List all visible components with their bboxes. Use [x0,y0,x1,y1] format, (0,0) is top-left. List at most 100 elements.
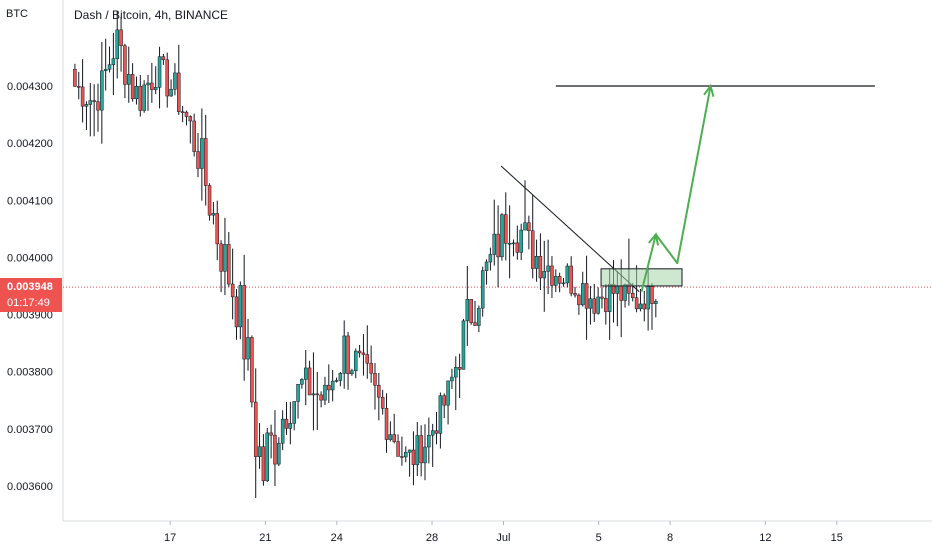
candle-up [438,395,443,434]
candle-up [107,64,112,70]
candle-down [184,111,189,117]
candle-up [142,84,146,111]
candle-up [300,379,304,385]
candle-down [411,449,416,466]
candle-up [511,242,516,245]
candle-up [173,72,177,90]
candle-up [638,303,643,310]
candle-up [623,284,627,301]
candle-up [277,442,281,465]
candle-up [454,367,458,378]
candle-down [196,151,200,169]
candle-up [446,380,450,406]
candle-down [573,293,577,296]
candle-up [654,301,658,304]
candle-up [561,282,566,285]
candle-down [473,322,477,326]
candle-up [523,222,527,231]
candle-down [207,185,212,216]
candle-down [357,350,362,354]
candle-up [103,69,108,72]
candle-down [130,74,135,100]
candle-down [96,101,100,111]
candle-down [634,297,639,310]
candle-up [100,70,104,111]
candle-up [507,242,512,245]
candle-down [630,292,635,298]
symbol-title[interactable]: Dash / Bitcoin, 4h, BINANCE [74,8,229,22]
candle-up [200,138,204,169]
candle-up [423,446,427,464]
candle-up [542,271,547,279]
candle-down [346,335,350,375]
candle-down [592,298,597,314]
candle-down [392,434,396,442]
candle-up [607,283,612,312]
candle-down [419,435,423,464]
current-price-value: 0.003948 [7,281,53,293]
candle-down [242,285,246,360]
candle-up [492,233,496,255]
candle-down [230,283,235,298]
candle-down [161,56,166,61]
candle-up [596,296,600,314]
candle-down [380,396,385,409]
candle-down [80,86,85,107]
candle-up [338,373,343,381]
candle-up [169,88,173,97]
candle-down [73,68,77,87]
candle-down [569,265,573,294]
candle-down [515,242,520,253]
candle-up [238,285,243,328]
price-tick-label: 0.003900 [7,310,53,322]
candlestick-series [73,10,658,499]
candle-up [342,335,346,374]
candle-up [565,265,570,284]
candle-up [134,85,139,100]
candle-up [353,350,358,372]
candle-up [296,383,300,402]
candle-up [350,370,354,375]
candle-up [534,255,539,269]
candle-down [396,441,400,457]
time-axis[interactable]: 17 21 24 28 Jul 5 8 12 15 [164,521,843,544]
drawing-annotations[interactable] [500,83,875,293]
candle-down [319,394,323,401]
candle-down [327,384,331,391]
current-price-tag: 0.003948 01:17:49 [0,278,62,312]
time-tick-label: 17 [164,532,176,544]
candle-up [280,418,285,444]
candle-down [261,446,266,482]
time-tick-label: 5 [596,532,602,544]
candle-down [92,100,96,102]
price-tick-label: 0.004300 [7,81,53,93]
candle-down [373,372,377,386]
candle-down [215,213,219,245]
candle-down [180,111,185,113]
candle-down [123,45,127,85]
candle-up [115,29,119,59]
candle-down [442,395,446,406]
candle-down [504,214,508,244]
price-tick-label: 0.003600 [7,481,53,493]
price-axis[interactable]: 0.004300 0.004200 0.004100 0.004000 0.003900… [7,81,53,493]
candle-up [223,244,227,272]
candle-down [604,298,608,312]
candle-down [619,285,623,301]
candle-down [384,408,389,440]
candle-down [177,72,181,112]
candle-down [165,59,169,97]
candle-up [480,270,485,309]
candle-up [257,446,262,457]
candle-down [538,255,543,279]
candle-down [530,230,535,269]
candle-up [488,254,493,263]
price-tick-label: 0.004100 [7,195,53,207]
candle-up [265,432,270,482]
candle-up [127,74,131,85]
candle-up [334,380,339,382]
price-tick-label: 0.003700 [7,424,53,436]
